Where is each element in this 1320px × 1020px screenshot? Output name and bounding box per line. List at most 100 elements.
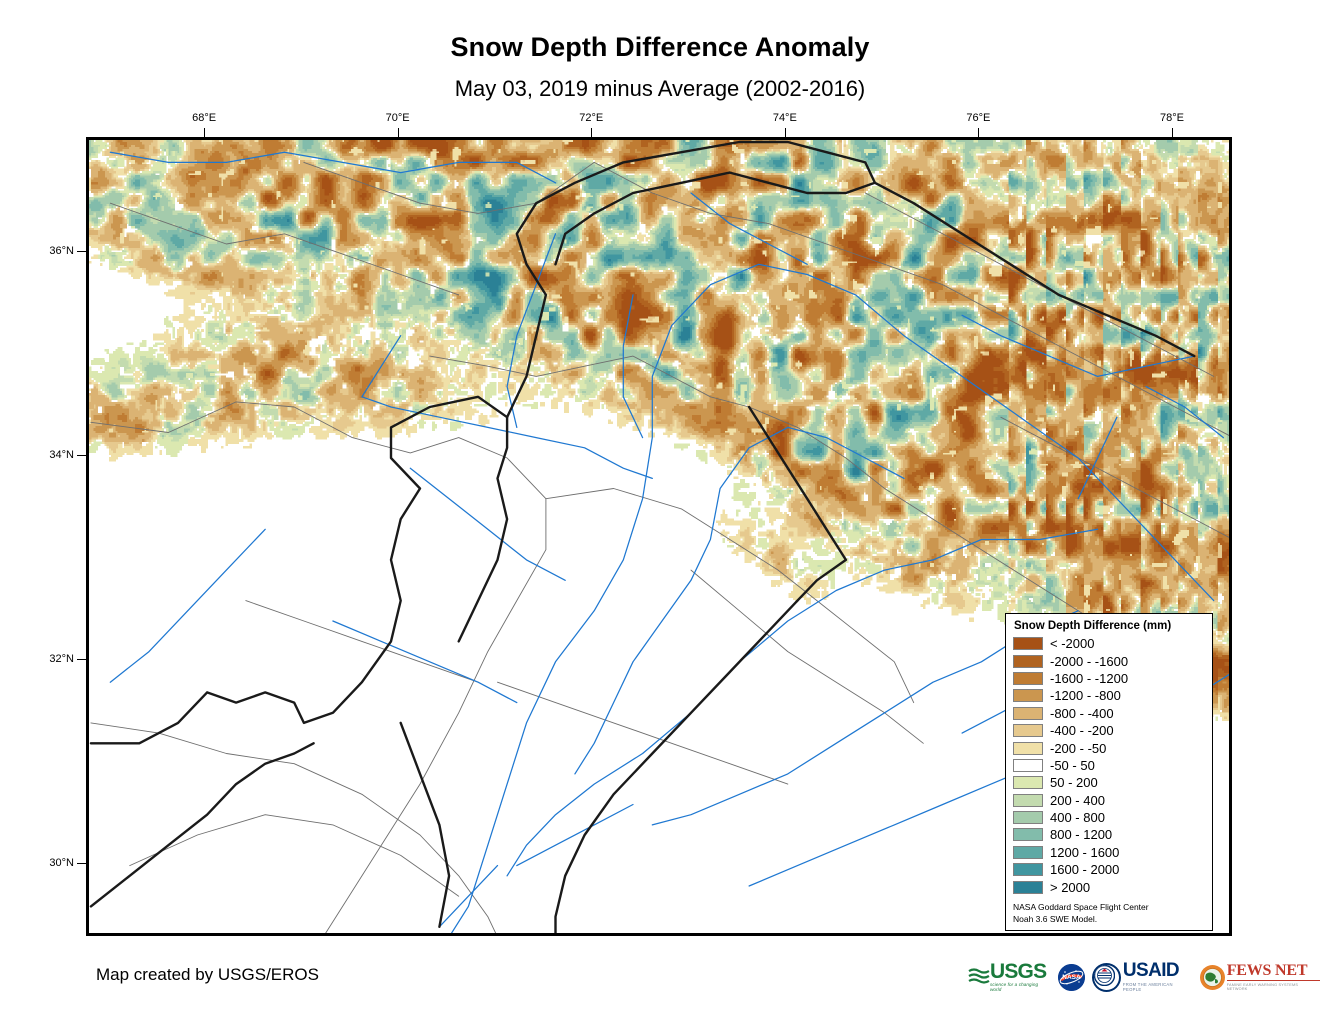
admin-boundary-line — [129, 814, 460, 897]
river-line — [506, 528, 1099, 877]
raster-class-patch — [89, 140, 1229, 629]
legend-label: -800 - -400 — [1050, 705, 1114, 721]
legend-class-list: < -2000 -2000 - -1600 -1600 - -1200 -1200 -… — [1013, 635, 1205, 896]
lon-tick-label: 68°E — [192, 112, 217, 124]
lon-tick-label: 72°E — [579, 112, 604, 124]
legend-row: > 2000 — [1013, 878, 1205, 895]
admin-boundary-line — [303, 161, 595, 214]
legend-title: Snow Depth Difference (mm) — [1014, 620, 1172, 632]
legend-row: < -2000 — [1013, 635, 1205, 652]
rivers — [109, 151, 1229, 933]
lon-tick-label: 76°E — [966, 112, 991, 124]
legend-label: -50 - 50 — [1050, 757, 1095, 773]
legend-swatch — [1013, 880, 1043, 894]
legend-swatch — [1013, 689, 1043, 703]
usaid-seal-svg — [1093, 964, 1116, 986]
legend-row: -50 - 50 — [1013, 757, 1205, 774]
legend-swatch — [1013, 654, 1043, 668]
lat-tick-mark — [77, 658, 86, 660]
lat-tick-label: 34°N — [49, 448, 74, 461]
legend-row: -1600 - -1200 — [1013, 670, 1205, 687]
fewsnet-tagline: FAMINE EARLY WARNING SYSTEMS NETWORK — [1226, 982, 1299, 991]
lat-tick-label: 30°N — [49, 856, 74, 869]
river-line — [961, 314, 1195, 378]
legend-swatch — [1013, 828, 1043, 842]
lon-tick-mark — [784, 128, 786, 137]
lat-tick-mark — [77, 454, 86, 456]
admin-boundary-line — [593, 161, 1229, 436]
legend-swatch — [1013, 863, 1043, 877]
lon-tick-mark — [397, 128, 399, 137]
admin-boundary-line — [109, 202, 460, 296]
national-boundary-line — [399, 721, 451, 928]
lon-tick-mark — [978, 128, 980, 137]
legend-row: 50 - 200 — [1013, 774, 1205, 791]
lon-tick-label: 70°E — [385, 112, 410, 124]
legend-label: -1200 - -800 — [1050, 688, 1121, 704]
usgs-wordmark: USGS — [989, 959, 1047, 983]
legend-panel: Snow Depth Difference (mm) < -2000 -2000 … — [1005, 613, 1213, 931]
river-line — [1145, 385, 1225, 439]
lon-tick-label: 78°E — [1159, 112, 1184, 124]
raster-class-patch — [89, 140, 1229, 713]
legend-note-line1: NASA Goddard Space Flight Center — [1013, 902, 1149, 913]
legend-swatch — [1013, 845, 1043, 859]
river-line — [332, 620, 518, 704]
river-line — [361, 335, 653, 480]
legend-swatch — [1013, 793, 1043, 807]
page-title: Snow Depth Difference Anomaly — [450, 32, 870, 62]
river-line — [409, 467, 566, 581]
legend-label: -200 - -50 — [1050, 740, 1107, 756]
lon-tick-mark — [204, 128, 206, 137]
legend-row: -400 - -200 — [1013, 722, 1205, 739]
legend-row: -2000 - -1600 — [1013, 652, 1205, 669]
river-line — [690, 192, 808, 265]
legend-label: > 2000 — [1050, 879, 1091, 895]
legend-label: -1600 - -1200 — [1050, 670, 1129, 686]
legend-swatch — [1013, 741, 1043, 755]
fewsnet-globe-icon — [1199, 964, 1225, 990]
river-line — [109, 528, 266, 683]
legend-source-note: NASA Goddard Space Flight Center Noah 3.… — [1013, 902, 1149, 925]
admin-boundary-line — [864, 192, 1215, 377]
nasa-meatball-icon: NASA — [1057, 963, 1085, 991]
legend-label: 50 - 200 — [1050, 775, 1098, 791]
legend-label: 800 - 1200 — [1050, 827, 1113, 843]
legend-swatch — [1013, 671, 1043, 685]
legend-row: -1200 - -800 — [1013, 687, 1205, 704]
lat-tick-mark — [77, 251, 86, 253]
raster-class-patch — [89, 140, 1229, 653]
fewsnet-text-block: FEWS NET FAMINE EARLY WARNING SYSTEMS NE… — [1226, 963, 1320, 991]
legend-row: -200 - -50 — [1013, 739, 1205, 756]
legend-swatch — [1013, 706, 1043, 720]
legend-label: 1600 - 2000 — [1050, 862, 1120, 878]
admin-boundary-line — [690, 569, 924, 744]
river-line — [1077, 416, 1118, 500]
river-line — [622, 294, 644, 439]
legend-row: 800 - 1200 — [1013, 826, 1205, 843]
admin-boundary-line — [1000, 416, 1229, 538]
legend-row: 1200 - 1600 — [1013, 844, 1205, 861]
raster-class-patch — [89, 140, 1229, 722]
legend-row: 1600 - 2000 — [1013, 861, 1205, 878]
admin-boundary-line — [545, 488, 915, 704]
admin-boundary-line — [245, 600, 479, 683]
legend-swatch — [1013, 637, 1043, 651]
usgs-tagline: science for a changing world — [989, 982, 1039, 993]
national-boundary-line — [747, 405, 848, 602]
page-subtitle: May 03, 2019 minus Average (2002-2016) — [454, 76, 866, 101]
lon-tick-label: 74°E — [772, 112, 797, 124]
usaid-text-block: USAID FROM THE AMERICAN PEOPLE — [1122, 960, 1193, 992]
lat-tick-label: 36°N — [49, 245, 74, 258]
legend-label: -400 - -200 — [1050, 723, 1114, 739]
legend-label: 1200 - 1600 — [1050, 844, 1120, 860]
legend-swatch — [1013, 758, 1043, 772]
admin-boundary-line — [90, 722, 497, 933]
river-line — [438, 864, 499, 928]
legend-label: < -2000 — [1050, 636, 1095, 652]
usaid-wordmark: USAID — [1122, 960, 1180, 982]
lat-tick-label: 32°N — [49, 652, 74, 665]
legend-label: 200 - 400 — [1050, 792, 1105, 808]
usaid-tagline: FROM THE AMERICAN PEOPLE — [1122, 981, 1173, 992]
